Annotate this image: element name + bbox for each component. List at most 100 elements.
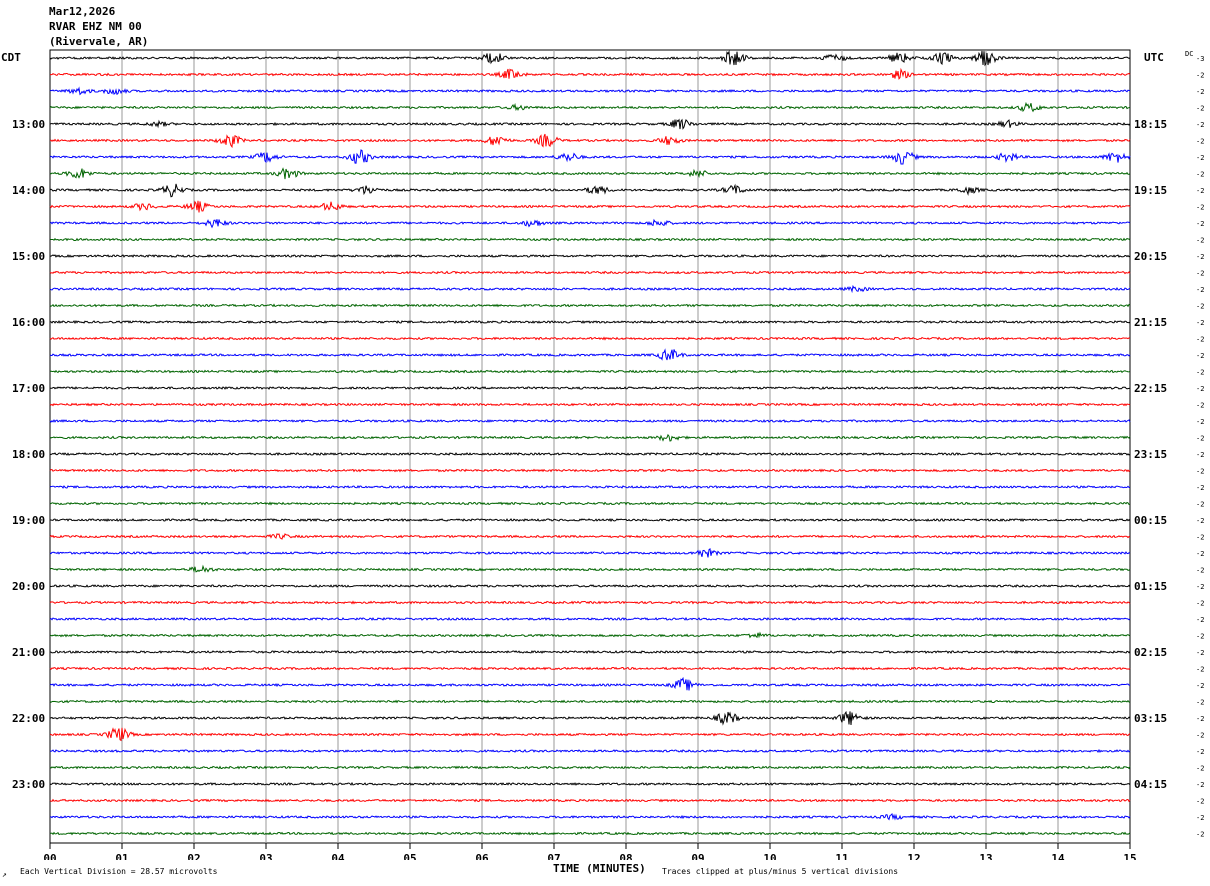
dc-label: DC <box>1185 50 1193 58</box>
dc-offset-label: -2 <box>1196 484 1204 492</box>
left-hour-label: 13:00 <box>12 118 45 131</box>
x-tick-label: 08 <box>619 852 632 860</box>
header-station: RVAR EHZ NM 00 <box>49 20 142 33</box>
dc-offset-label: -2 <box>1196 418 1204 426</box>
dc-offset-label: -2 <box>1196 682 1204 690</box>
dc-offset-label: -2 <box>1196 616 1204 624</box>
dc-offset-label: -3 <box>1196 55 1204 63</box>
right-hour-label: 04:15 <box>1134 778 1167 791</box>
seismic-trace <box>49 149 1131 165</box>
dc-offset-label: -2 <box>1196 567 1204 575</box>
seismic-trace <box>49 699 1131 704</box>
dc-offset-label: -2 <box>1196 649 1204 657</box>
scale-note: Each Vertical Division = 28.57 microvolt… <box>20 867 218 876</box>
header-date: Mar12,2026 <box>49 5 116 18</box>
dc-offset-label: -2 <box>1196 501 1204 509</box>
seismic-traces <box>49 49 1131 836</box>
seismic-trace <box>49 86 1131 96</box>
dc-offset-label: -2 <box>1196 435 1204 443</box>
dc-offset-label: -2 <box>1196 715 1204 723</box>
dc-offset-label: -2 <box>1196 72 1204 80</box>
dc-offset-label: -2 <box>1196 534 1204 542</box>
seismic-trace <box>49 386 1131 390</box>
right-hour-label: 03:15 <box>1134 712 1167 725</box>
seismic-trace <box>49 303 1131 308</box>
dc-offset-label: -2 <box>1196 517 1204 525</box>
left-hour-label: 19:00 <box>12 514 45 527</box>
right-hour-label: 20:15 <box>1134 250 1167 263</box>
seismic-trace <box>49 485 1131 489</box>
x-tick-label: 05 <box>403 852 416 860</box>
right-hour-label: 02:15 <box>1134 646 1167 659</box>
dc-offset-label: -2 <box>1196 765 1204 773</box>
axis-labels: CDT UTC DC 00 01 02 03 04 05 06 07 08 09 10 11 12 13 1… <box>1 50 1204 860</box>
dc-offset-label: -2 <box>1196 633 1204 641</box>
left-hour-label: 22:00 <box>12 712 45 725</box>
x-tick-label: 01 <box>115 852 129 860</box>
right-hour-label: 18:15 <box>1134 118 1167 131</box>
dc-offset-label: -2 <box>1196 286 1204 294</box>
dc-offset-label: -2 <box>1196 600 1204 608</box>
x-tick-label: 12 <box>907 852 920 860</box>
right-hour-label: 22:15 <box>1134 382 1167 395</box>
seismic-trace <box>49 451 1131 456</box>
right-hour-label: 01:15 <box>1134 580 1167 593</box>
seismic-trace <box>49 67 1131 80</box>
seismic-trace <box>49 710 1131 726</box>
dc-offset-label: -2 <box>1196 385 1204 393</box>
left-hour-label: 15:00 <box>12 250 45 263</box>
right-hour-label: 21:15 <box>1134 316 1167 329</box>
seismic-trace <box>49 118 1131 130</box>
seismic-trace <box>49 727 1131 742</box>
seismic-trace <box>49 167 1131 180</box>
seismic-trace <box>49 419 1131 423</box>
right-hour-label: 19:15 <box>1134 184 1167 197</box>
dc-offset-label: -2 <box>1196 336 1204 344</box>
x-tick-label: 15 <box>1123 852 1136 860</box>
x-axis-title: TIME (MINUTES) <box>553 862 646 875</box>
seismic-trace <box>49 548 1131 558</box>
dc-offset-label: -2 <box>1196 154 1204 162</box>
dc-offset-label: -2 <box>1196 270 1204 278</box>
seismic-trace <box>49 49 1131 67</box>
corner-mark-icon: ↗ <box>2 870 7 879</box>
left-hour-label: 17:00 <box>12 382 45 395</box>
x-tick-label: 13 <box>979 852 992 860</box>
dc-offset-label: -2 <box>1196 138 1204 146</box>
seismic-trace <box>50 517 1131 523</box>
plot-frame <box>49 49 1131 844</box>
seismic-trace <box>50 237 1131 242</box>
x-tick-label: 14 <box>1051 852 1065 860</box>
seismic-trace <box>49 564 1131 573</box>
seismic-trace <box>49 218 1131 229</box>
right-timezone-label: UTC <box>1144 51 1164 64</box>
dc-offset-label: -2 <box>1196 550 1204 558</box>
seismic-trace <box>49 284 1131 294</box>
dc-offset-label: -2 <box>1196 666 1204 674</box>
dc-offset-label: -2 <box>1196 402 1204 410</box>
seismic-trace <box>49 254 1131 258</box>
dc-offset-label: -2 <box>1196 204 1204 212</box>
seismic-trace <box>49 183 1131 198</box>
seismic-trace <box>49 501 1131 506</box>
dc-offset-label: -2 <box>1196 798 1204 806</box>
x-tick-label: 11 <box>835 852 849 860</box>
x-tick-label: 00 <box>43 852 56 860</box>
seismic-trace <box>49 666 1131 671</box>
dc-offset-label: -2 <box>1196 732 1204 740</box>
seismic-trace <box>49 583 1131 588</box>
x-tick-label: 03 <box>259 852 272 860</box>
left-hour-label: 16:00 <box>12 316 45 329</box>
left-hour-label: 20:00 <box>12 580 45 593</box>
seismic-trace <box>49 369 1131 374</box>
seismic-trace <box>49 831 1131 836</box>
right-hour-label: 00:15 <box>1134 514 1167 527</box>
seismic-trace <box>49 798 1131 803</box>
dc-offset-label: -2 <box>1196 369 1204 377</box>
dc-offset-label: -2 <box>1196 88 1204 96</box>
dc-offset-label: -2 <box>1196 699 1204 707</box>
seismic-trace <box>49 468 1131 473</box>
seismic-trace <box>49 402 1131 407</box>
seismic-trace <box>49 649 1131 655</box>
dc-offset-label: -2 <box>1196 171 1204 179</box>
